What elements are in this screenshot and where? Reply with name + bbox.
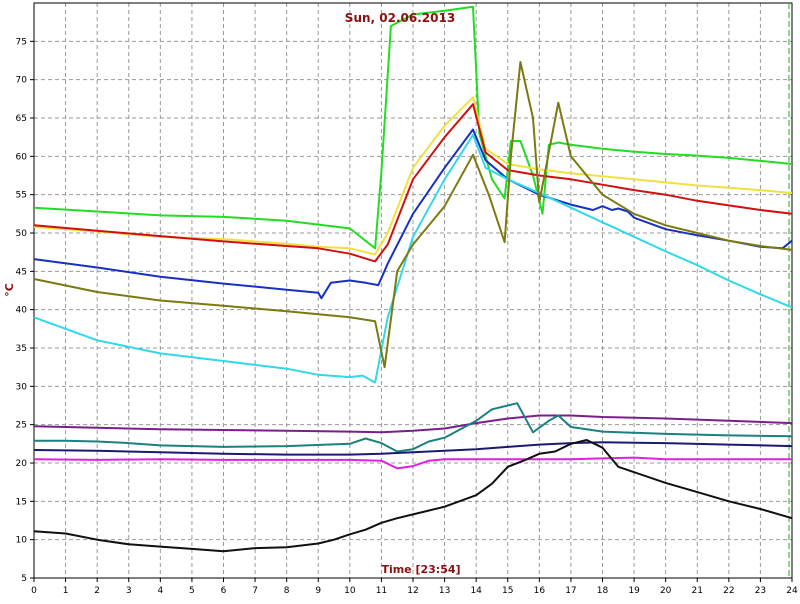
x-tick-label: 0: [31, 586, 37, 596]
grid-lines: [34, 3, 792, 579]
x-tick-label: 20: [660, 586, 672, 596]
x-tick-label: 1: [63, 586, 69, 596]
series-line-5: [33, 133, 793, 384]
y-tick-label: 5: [21, 574, 27, 584]
series-line-2: [33, 96, 793, 256]
y-tick-label: 30: [16, 382, 28, 392]
x-tick-label: 7: [252, 586, 258, 596]
series-line-8: [34, 402, 793, 453]
x-tick-label: 10: [344, 586, 356, 596]
series-line-10: [33, 456, 792, 470]
x-tick-label: 6: [221, 586, 227, 596]
x-tick-label: 9: [315, 586, 321, 596]
x-tick-label: 19: [628, 586, 640, 596]
series-line-4: [33, 128, 793, 300]
y-tick-label: 55: [16, 191, 27, 201]
x-tick-label: 24: [786, 586, 798, 596]
axes: 0 1 2 3 4 5 6 7 8 9 10 11 12 13 14 15 16 17 18 19 20 21 22 23 24…: [16, 2, 798, 596]
x-tick-label: 22: [723, 586, 734, 596]
y-tick-label: 15: [16, 497, 27, 507]
x-tick-label: 15: [502, 586, 513, 596]
x-tick-label: 4: [157, 586, 163, 596]
series-line-9: [33, 441, 793, 456]
x-tick-label: 5: [189, 586, 195, 596]
y-tick-label: 70: [16, 76, 28, 86]
y-tick-label: 25: [16, 421, 27, 431]
y-tick-label: 35: [16, 344, 27, 354]
x-tick-label: 2: [94, 586, 100, 596]
y-tick-label: 40: [16, 306, 28, 316]
y-tick-label: 45: [16, 267, 27, 277]
y-tick-label: 50: [16, 229, 28, 239]
x-tick-label: 12: [407, 586, 418, 596]
x-axis-label: Time [23:54]: [381, 563, 460, 576]
x-tick-label: 14: [470, 586, 482, 596]
y-tick-label: 65: [16, 114, 27, 124]
y-tick-label: 60: [16, 152, 28, 162]
series-line-3: [33, 103, 793, 263]
x-tick-label: 17: [565, 586, 576, 596]
series-lines: [33, 5, 793, 553]
series-line-6: [33, 61, 793, 369]
series-line-11: [33, 439, 793, 553]
x-tick-label: 13: [439, 586, 450, 596]
x-tick-label: 3: [126, 586, 132, 596]
x-tick-label: 16: [534, 586, 546, 596]
x-tick-label: 11: [376, 586, 387, 596]
x-tick-label: 8: [284, 586, 290, 596]
series-line-1: [33, 5, 793, 250]
series-line-7: [33, 414, 793, 434]
chart-title: Sun, 02.06.2013: [345, 11, 455, 25]
x-tick-label: 21: [692, 586, 703, 596]
y-tick-label: 20: [16, 459, 28, 469]
y-tick-label: 10: [16, 536, 28, 546]
y-axis-label: °C: [3, 283, 16, 297]
y-tick-label: 75: [16, 37, 27, 47]
x-tick-label: 18: [597, 586, 609, 596]
x-tick-label: 23: [755, 586, 766, 596]
